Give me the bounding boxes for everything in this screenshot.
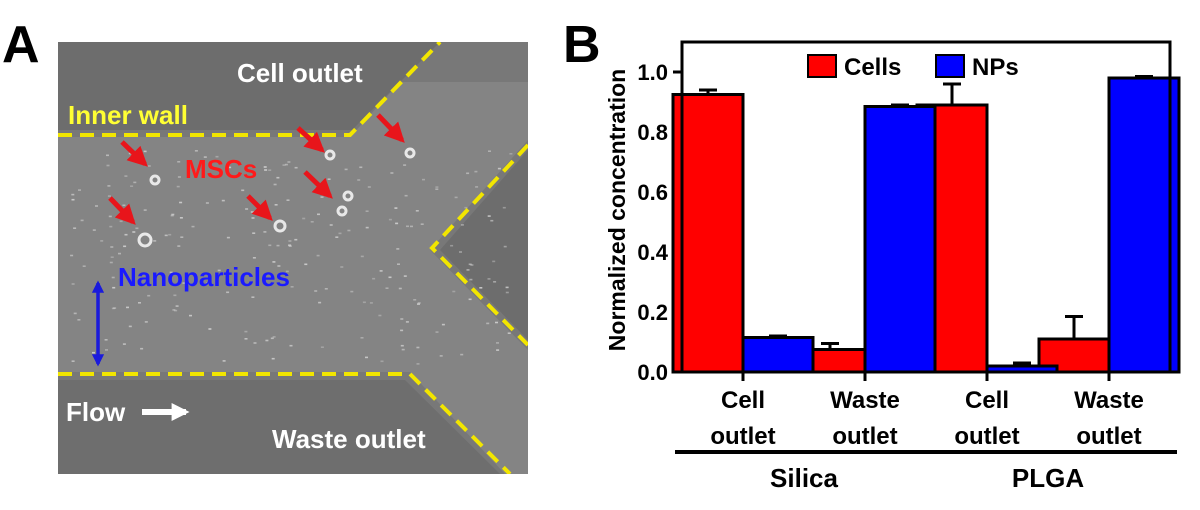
legend-label: NPs bbox=[972, 54, 1019, 81]
legend-label: Cells bbox=[844, 54, 901, 81]
plot-border bbox=[680, 40, 1172, 374]
y-axis-label: Normalized concentration bbox=[604, 69, 630, 351]
nanoparticles-label: Nanoparticles bbox=[118, 262, 290, 292]
legend: Cells NPs bbox=[807, 54, 1019, 81]
msc-cell bbox=[137, 232, 153, 248]
red-arrow bbox=[303, 170, 333, 199]
panel-b-label: B bbox=[563, 16, 601, 74]
cell-outlet-label: Cell outlet bbox=[237, 58, 363, 88]
msc-cells bbox=[137, 147, 416, 248]
x-tick-label: outlet bbox=[1076, 423, 1141, 450]
red-arrow bbox=[246, 194, 273, 221]
y-tick-label: 0.0 bbox=[637, 360, 668, 385]
waste-outlet-label: Waste outlet bbox=[272, 424, 426, 454]
x-tick-label: Cell bbox=[965, 387, 1009, 414]
msc-cell bbox=[404, 147, 416, 159]
msc-cell bbox=[336, 205, 348, 217]
red-arrow bbox=[296, 126, 325, 153]
y-tick-label: 0.6 bbox=[637, 180, 668, 205]
y-tick-label: 0.2 bbox=[637, 300, 668, 325]
x-tick-label: outlet bbox=[710, 423, 775, 450]
y-tick-label: 0.4 bbox=[637, 240, 668, 265]
y-axis-ticks: 0.0 0.2 0.4 0.6 0.8 1.0 bbox=[637, 60, 682, 385]
inner-wall-label: Inner wall bbox=[68, 100, 188, 130]
legend-swatch bbox=[807, 54, 837, 78]
msc-cell bbox=[324, 149, 336, 161]
msc-cell bbox=[149, 174, 161, 186]
x-tick-label: outlet bbox=[832, 423, 897, 450]
msc-cell bbox=[342, 190, 354, 202]
x-tick-label: Waste bbox=[830, 387, 900, 414]
plot-frame bbox=[680, 40, 1172, 381]
bar bbox=[863, 105, 937, 374]
bar-chart: Normalized concentration 0.0 0.2 0.4 0.6 0.8… bbox=[604, 40, 1181, 493]
channel-region bbox=[58, 82, 528, 474]
inner-wall-dashes bbox=[58, 42, 528, 474]
y-tick-label: 0.8 bbox=[637, 120, 668, 145]
bar bbox=[671, 93, 745, 374]
bars bbox=[671, 75, 1181, 374]
x-tick-label: outlet bbox=[954, 423, 1019, 450]
red-arrow bbox=[120, 140, 148, 167]
bar bbox=[1107, 76, 1181, 374]
red-arrow bbox=[376, 113, 405, 143]
panel-a-label: A bbox=[2, 16, 40, 74]
x-tick-label: Waste bbox=[1074, 387, 1144, 414]
legend-swatch bbox=[935, 54, 965, 78]
msc-arrows bbox=[108, 113, 405, 225]
mscs-label: MSCs bbox=[185, 154, 257, 184]
bar bbox=[1037, 337, 1111, 374]
flow-label: Flow bbox=[66, 397, 126, 427]
red-arrow bbox=[108, 196, 136, 225]
x-axis-labels: Cell outlet Waste outlet Cell outlet Waste outl… bbox=[675, 387, 1177, 493]
y-tick-label: 1.0 bbox=[637, 60, 668, 85]
microscopy-image bbox=[58, 42, 528, 474]
group-label: PLGA bbox=[1012, 463, 1084, 493]
bar bbox=[741, 336, 815, 374]
group-label: Silica bbox=[770, 463, 838, 493]
msc-cell bbox=[273, 219, 287, 233]
x-tick-label: Cell bbox=[721, 387, 765, 414]
